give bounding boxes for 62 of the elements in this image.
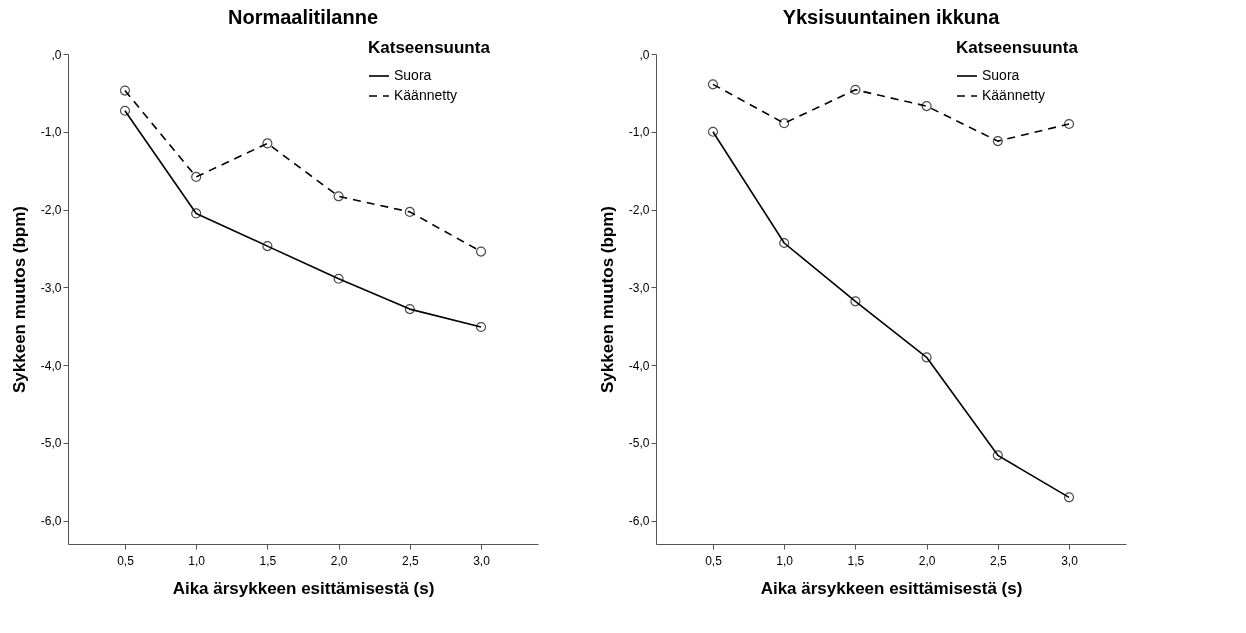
point (404, 304, 415, 315)
point (333, 191, 344, 202)
x-axis-title: Aika ärsykkeen esittämisestä (s) (760, 578, 1023, 598)
point (191, 208, 202, 219)
y-tick-label: ,0 (639, 47, 650, 62)
point (119, 85, 131, 96)
legend-label: Käännetty (394, 87, 458, 103)
y-tick-label: -1,0 (40, 125, 62, 140)
x-tick-label: 2,0 (918, 553, 936, 568)
x-tick-label: 2,0 (330, 553, 348, 568)
point (707, 79, 719, 90)
x-tick-label: 3,0 (1061, 553, 1079, 568)
y-tick-label: -5,0 (40, 436, 62, 451)
y-axis-title: Sykkeen muutos (bpm) (597, 205, 617, 394)
x-tick-label: 1,5 (259, 553, 277, 568)
x-tick-label: 1,0 (776, 553, 794, 568)
point (262, 241, 273, 252)
legend-title: Katseensuunta (368, 38, 491, 57)
point (850, 84, 861, 95)
x-tick-label: 2,5 (989, 553, 1007, 568)
point (404, 206, 415, 217)
y-tick-label: -4,0 (40, 358, 62, 373)
y-tick-label: -6,0 (40, 514, 62, 529)
y-tick-label: -2,0 (628, 203, 650, 218)
point (850, 296, 861, 307)
point (262, 138, 273, 149)
point (119, 105, 131, 116)
point (779, 118, 790, 129)
y-axis-title: Sykkeen muutos (bpm) (9, 205, 29, 394)
y-tick-label: -3,0 (628, 280, 650, 295)
x-tick-label: 3,0 (473, 553, 491, 568)
y-tick-label: -4,0 (628, 358, 650, 373)
point (921, 101, 932, 112)
y-tick-label: -3,0 (40, 280, 62, 295)
point (992, 450, 1003, 461)
x-tick-label: 1,5 (847, 553, 865, 568)
y-tick-label: ,0 (51, 47, 62, 62)
legend-title: Katseensuunta (956, 38, 1079, 57)
point (992, 136, 1003, 147)
x-tick-label: 1,0 (188, 553, 206, 568)
legend-label: Suora (982, 67, 1020, 83)
point (921, 352, 932, 363)
chart-title: Normaalitilanne (227, 6, 379, 28)
point (707, 126, 719, 137)
point (1063, 118, 1075, 130)
point (333, 273, 344, 284)
legend-label: Suora (394, 67, 432, 83)
x-axis-title: Aika ärsykkeen esittämisestä (s) (172, 578, 435, 598)
x-tick-label: 0,5 (705, 553, 723, 568)
point (1063, 492, 1075, 503)
chart-title: Yksisuuntainen ikkuna (782, 6, 1001, 28)
point (475, 321, 487, 333)
y-tick-label: -2,0 (40, 203, 62, 218)
x-tick-label: 0,5 (117, 553, 135, 568)
point (475, 246, 487, 257)
y-tick-label: -5,0 (628, 436, 650, 451)
legend-label: Käännetty (982, 87, 1046, 103)
point (191, 171, 202, 182)
y-tick-label: -1,0 (628, 125, 650, 140)
y-tick-label: -6,0 (628, 514, 650, 529)
point (779, 237, 790, 249)
x-tick-label: 2,5 (401, 553, 419, 568)
